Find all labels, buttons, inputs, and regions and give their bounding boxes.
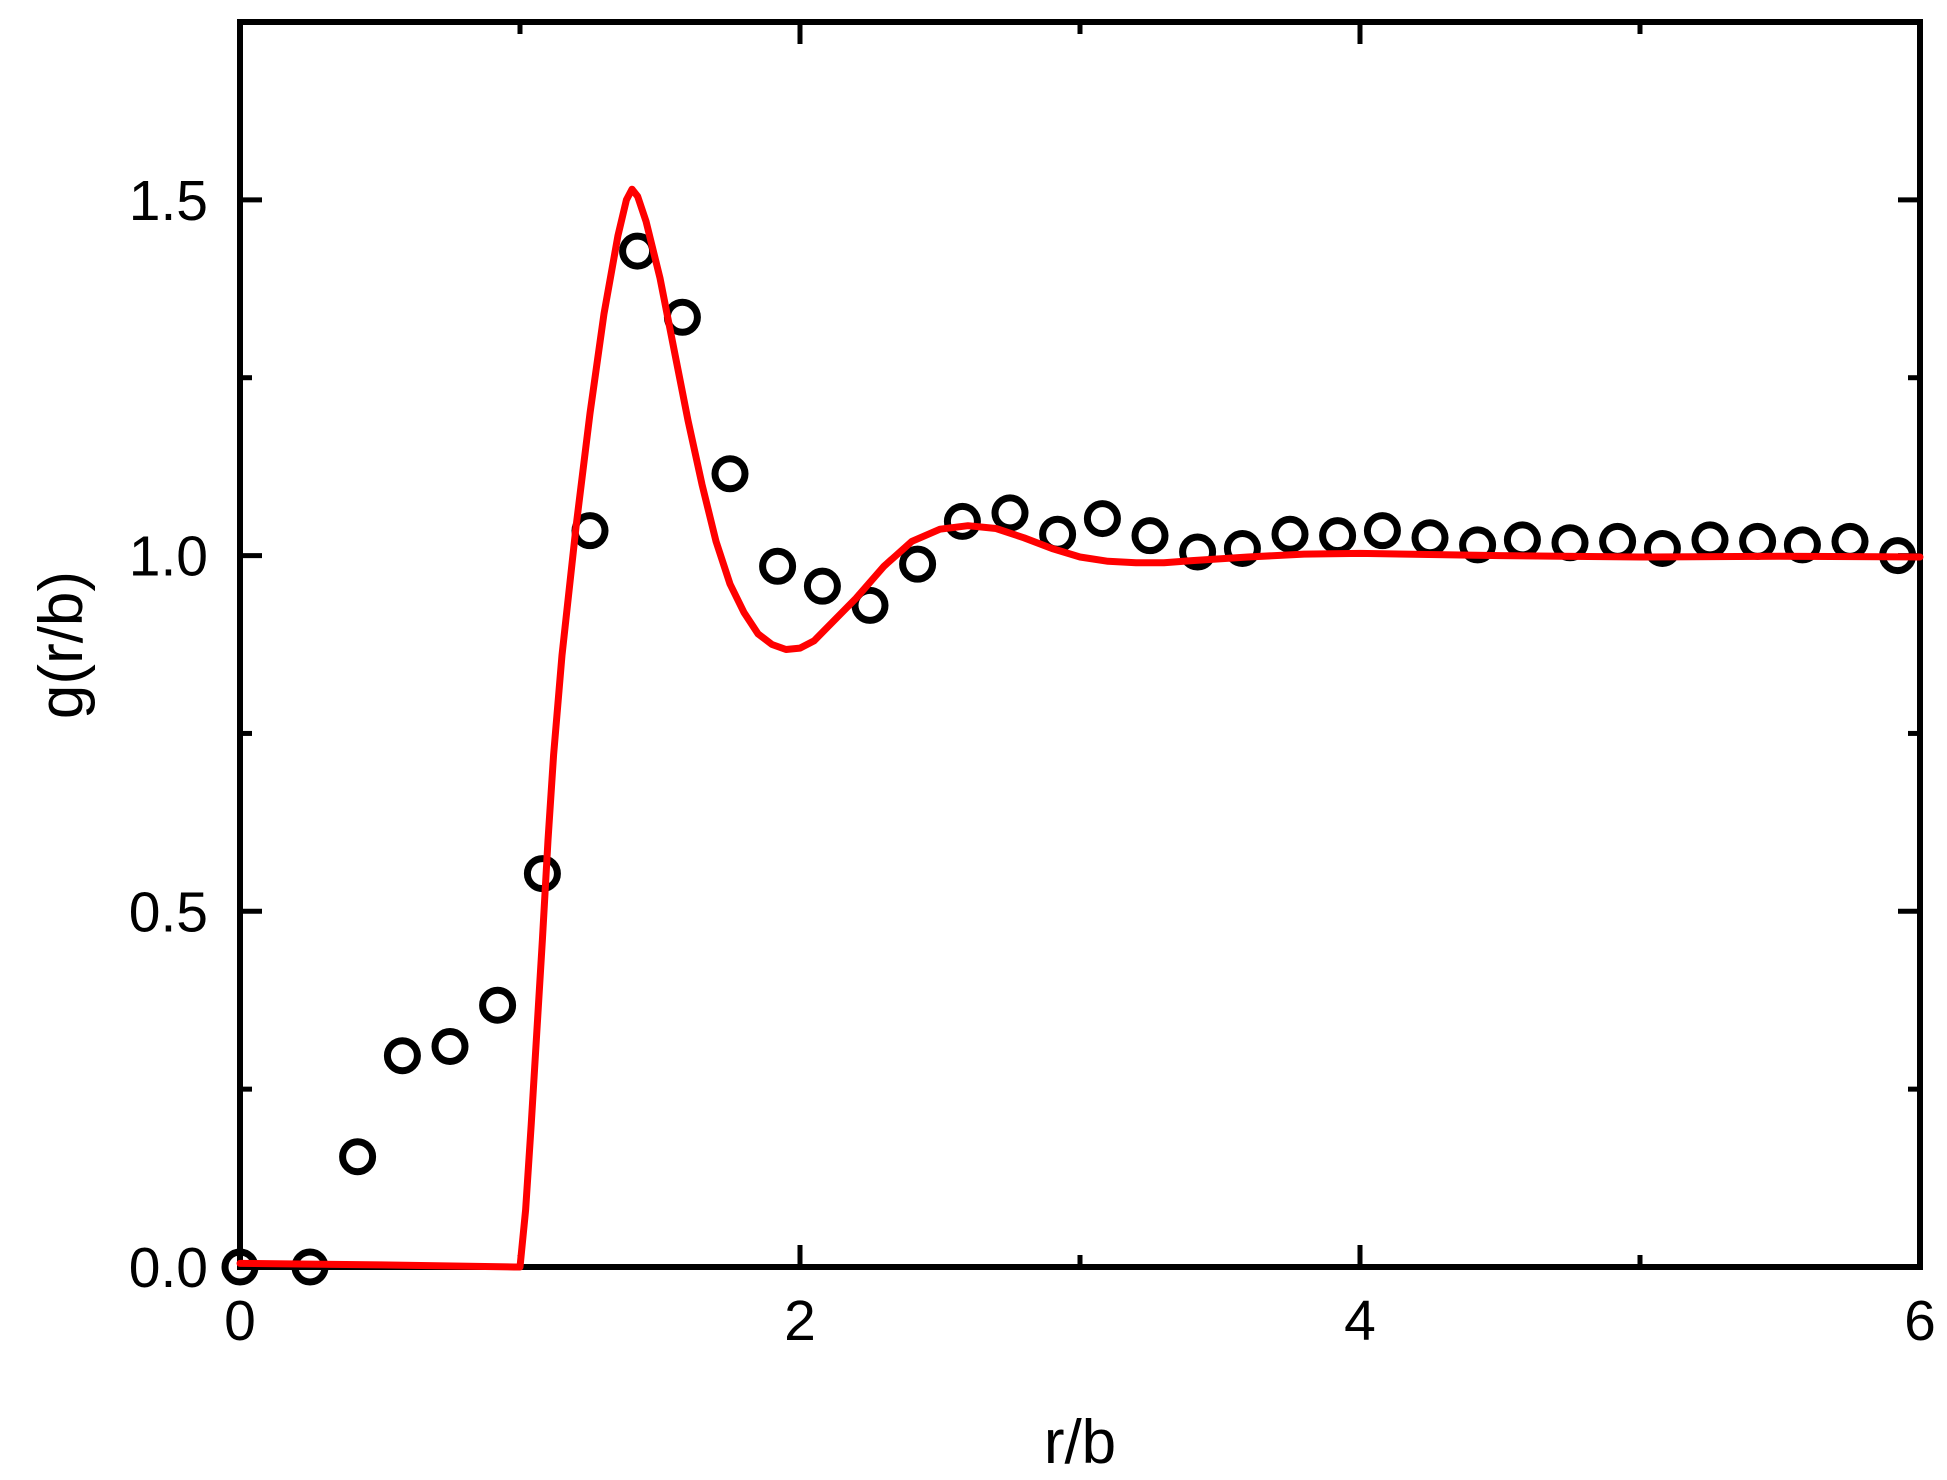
x-axis-title: r/b (1044, 1408, 1116, 1477)
data-point-circle (1179, 533, 1217, 571)
red-curve-line (236, 185, 1924, 1271)
data-point-circle (851, 586, 889, 624)
y-tick-label: 1.0 (129, 525, 208, 589)
data-point-circle (1411, 519, 1449, 557)
y-tick-label: 0.0 (129, 1236, 208, 1300)
data-point-circle (711, 455, 749, 493)
axis-ticks (237, 22, 1923, 1270)
data-point-circle (1223, 529, 1261, 567)
y-tick-label: 1.5 (129, 169, 208, 233)
data-point-circle (1319, 517, 1357, 555)
data-point-circle (479, 986, 517, 1024)
y-tick-label: 0.5 (129, 880, 208, 944)
plot-area (221, 19, 1924, 1286)
data-point-circle (431, 1027, 469, 1065)
data-point-circle (991, 494, 1029, 532)
data-point-circle (1131, 517, 1169, 555)
x-tick-label: 4 (1344, 1289, 1376, 1353)
data-point-circle (1083, 500, 1121, 538)
data-point-circle (383, 1037, 421, 1075)
x-tick-label: 0 (224, 1289, 256, 1353)
data-point-circle (1271, 515, 1309, 553)
y-axis-title: g(r/b) (27, 571, 96, 719)
data-point-circle (339, 1138, 377, 1176)
data-point-circle (1739, 522, 1777, 560)
data-point-circle (1831, 522, 1869, 560)
data-point-circle (1643, 529, 1681, 567)
data-point-circle (1503, 521, 1541, 559)
data-series (221, 185, 1924, 1286)
data-point-circle (1599, 522, 1637, 560)
x-tick-label: 6 (1904, 1289, 1936, 1353)
data-point-circle (1459, 526, 1497, 564)
data-point-circle (899, 545, 937, 583)
data-point-circle (943, 502, 981, 540)
data-point-circle (1691, 521, 1729, 559)
tick-labels: 0 2 4 6 0.0 0.5 1.0 1.5 (129, 169, 1936, 1353)
data-point-circle (1363, 512, 1401, 550)
data-point-circle (803, 567, 841, 605)
data-point-circle (759, 547, 797, 585)
plot-frame (237, 19, 1923, 1270)
x-tick-label: 2 (784, 1289, 816, 1353)
